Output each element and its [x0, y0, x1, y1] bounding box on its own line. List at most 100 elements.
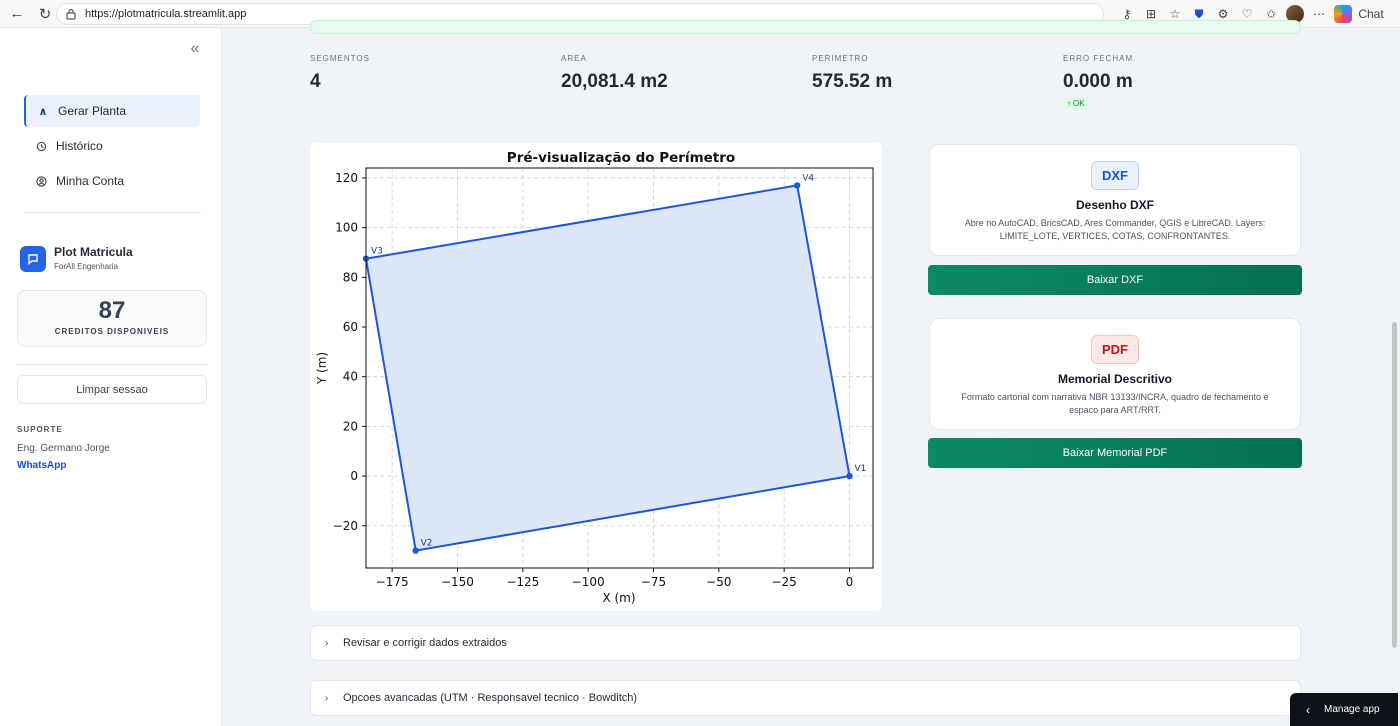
sidebar-item-label: Minha Conta [56, 174, 125, 188]
sidebar-item-label: Gerar Planta [58, 104, 127, 118]
dxf-card-description: Abre no AutoCAD, BricsCAD, Ares Commande… [964, 218, 1266, 241]
manage-app-label: Manage app [1324, 704, 1380, 715]
key-icon[interactable]: ⚷ [1122, 7, 1132, 21]
y-tick-label: 60 [343, 320, 358, 334]
sidebar-item-label: Histórico [56, 139, 103, 153]
pdf-badge: PDF [1091, 335, 1139, 364]
vertex-label-v2: V2 [421, 539, 433, 549]
metric-label: PERIMETRO [812, 54, 869, 63]
dxf-card: DXF Desenho DXF Abre no AutoCAD, BricsCA… [929, 144, 1301, 256]
profile-avatar[interactable] [1286, 5, 1304, 23]
metric-label: ERRO FECHAM. [1063, 54, 1137, 63]
credits-count: 87 [98, 297, 126, 324]
y-tick-label: 20 [343, 419, 358, 433]
download-pdf-button[interactable]: Baixar Memorial PDF [928, 438, 1302, 468]
expander-revisar-dados[interactable]: › Revisar e corrigir dados extraidos [310, 625, 1301, 661]
manage-app-button[interactable]: ‹ Manage app [1290, 693, 1398, 726]
clear-session-button[interactable]: Limpar sessao [17, 375, 207, 404]
address-bar[interactable]: https://plotmatricula.streamlit.app [56, 3, 1104, 25]
pdf-card: PDF Memorial Descritivo Formato cartoria… [929, 318, 1301, 430]
app-install-icon[interactable]: ⊞ [1145, 7, 1157, 21]
expander-label: Opcoes avancadas (UTM · Responsavel tecn… [343, 692, 638, 704]
vertex-point-v4 [794, 182, 801, 189]
chart-title: Pré-visualização do Perímetro [507, 150, 735, 166]
success-alert [310, 20, 1301, 34]
whatsapp-link[interactable]: WhatsApp [17, 460, 67, 471]
sidebar: « ∧ Gerar Planta Histórico Minha Conta P… [0, 28, 222, 726]
perimeter-area-fill [366, 185, 850, 551]
chevron-right-icon: › [325, 637, 329, 649]
x-tick-label: −25 [771, 575, 796, 589]
expander-opcoes-avancadas[interactable]: › Opcoes avancadas (UTM · Responsavel te… [310, 680, 1301, 716]
metric-perimetro: PERIMETRO 575.52 m [812, 54, 892, 93]
sidebar-item-minha-conta[interactable]: Minha Conta [24, 165, 200, 197]
perimeter-chart-panel: Pré-visualização do Perímetro V1 V2 V3 V4 −… [310, 143, 882, 611]
account-icon [34, 174, 48, 188]
chevron-left-icon: ‹ [1306, 702, 1310, 717]
sidebar-divider [24, 212, 201, 213]
vertex-label-v3: V3 [371, 247, 383, 257]
dxf-badge: DXF [1091, 161, 1139, 190]
back-icon[interactable]: ← [9, 5, 25, 22]
reload-icon[interactable]: ↻ [38, 5, 52, 23]
page-scrollbar[interactable] [1392, 322, 1397, 648]
expander-label: Revisar e corrigir dados extraidos [343, 637, 507, 649]
sidebar-item-gerar-planta[interactable]: ∧ Gerar Planta [24, 95, 200, 127]
credits-label: CREDITOS DISPONIVEIS [54, 327, 170, 336]
x-tick-label: 0 [846, 575, 854, 589]
metric-value: 4 [310, 71, 321, 92]
shield-extension-icon[interactable]: ⛊ [1194, 6, 1204, 21]
metric-delta-badge: ↑ OK [1063, 98, 1089, 109]
browser-essentials-icon[interactable]: ♡ [1241, 7, 1253, 21]
copilot-icon[interactable] [1334, 5, 1352, 23]
metric-value: 575.52 m [812, 71, 893, 92]
arrow-up-icon: ↑ [1067, 99, 1071, 108]
app-container: « ∧ Gerar Planta Histórico Minha Conta P… [0, 20, 1400, 726]
credits-card: 87 CREDITOS DISPONIVEIS [17, 290, 207, 347]
plot-frame [365, 167, 874, 569]
pdf-card-title: Memorial Descritivo [1057, 372, 1173, 386]
y-tick-label: 120 [335, 171, 358, 185]
brand-name: Plot Matricula [54, 245, 133, 259]
x-tick-label: −100 [572, 575, 605, 589]
extensions-icon[interactable]: ⚙ [1217, 7, 1229, 21]
perimeter-chart: Pré-visualização do Perímetro V1 V2 V3 V4 −… [315, 150, 874, 605]
y-tick-label: 100 [335, 221, 358, 235]
url-text[interactable]: https://plotmatricula.streamlit.app [85, 8, 247, 20]
pdf-card-description: Formato cartorial com narrativa NBR 1313… [961, 392, 1269, 415]
y-tick-label: 0 [350, 469, 358, 483]
vertex-label-v4: V4 [802, 173, 814, 183]
metric-delta-text: OK [1073, 99, 1085, 108]
metric-area: AREA 20,081.4 m2 [561, 54, 668, 93]
chat-label[interactable]: Chat [1358, 7, 1384, 21]
caret-up-icon: ∧ [38, 105, 48, 118]
more-menu-icon[interactable]: ⋯ [1313, 7, 1325, 21]
favorite-star-icon[interactable]: ☆ [1169, 7, 1181, 21]
x-tick-label: −50 [706, 575, 731, 589]
vertex-point-v1 [846, 472, 853, 480]
y-tick-label: 80 [343, 270, 358, 284]
vertex-label-v1: V1 [854, 464, 866, 474]
sidebar-divider [17, 364, 207, 365]
metric-segmentos: SEGMENTOS 4 [310, 54, 370, 93]
support-title: SUPORTE [17, 425, 63, 434]
metric-label: SEGMENTOS [310, 54, 370, 63]
site-info-icon[interactable] [65, 8, 77, 20]
metric-label: AREA [561, 54, 587, 63]
vertex-point-v2 [412, 547, 419, 554]
y-axis-label: Y (m) [315, 352, 329, 385]
x-tick-label: −75 [641, 575, 666, 589]
download-dxf-button[interactable]: Baixar DXF [928, 265, 1302, 295]
x-tick-label: −125 [506, 575, 539, 589]
collapse-sidebar-icon[interactable]: « [190, 40, 200, 57]
support-name: Eng. Germano Jorge [17, 443, 110, 454]
metric-value: 0.000 m [1063, 71, 1133, 92]
x-axis-label: X (m) [602, 591, 635, 605]
favorites-icon[interactable]: ✩ [1265, 7, 1277, 21]
x-tick-label: −175 [376, 575, 409, 589]
metric-erro-fechamento: ERRO FECHAM. 0.000 m ↑ OK [1063, 54, 1136, 111]
x-tick-label: −150 [441, 575, 474, 589]
sidebar-item-historico[interactable]: Histórico [24, 130, 200, 162]
y-tick-label: 40 [343, 370, 358, 384]
brand-logo-icon [20, 246, 46, 272]
